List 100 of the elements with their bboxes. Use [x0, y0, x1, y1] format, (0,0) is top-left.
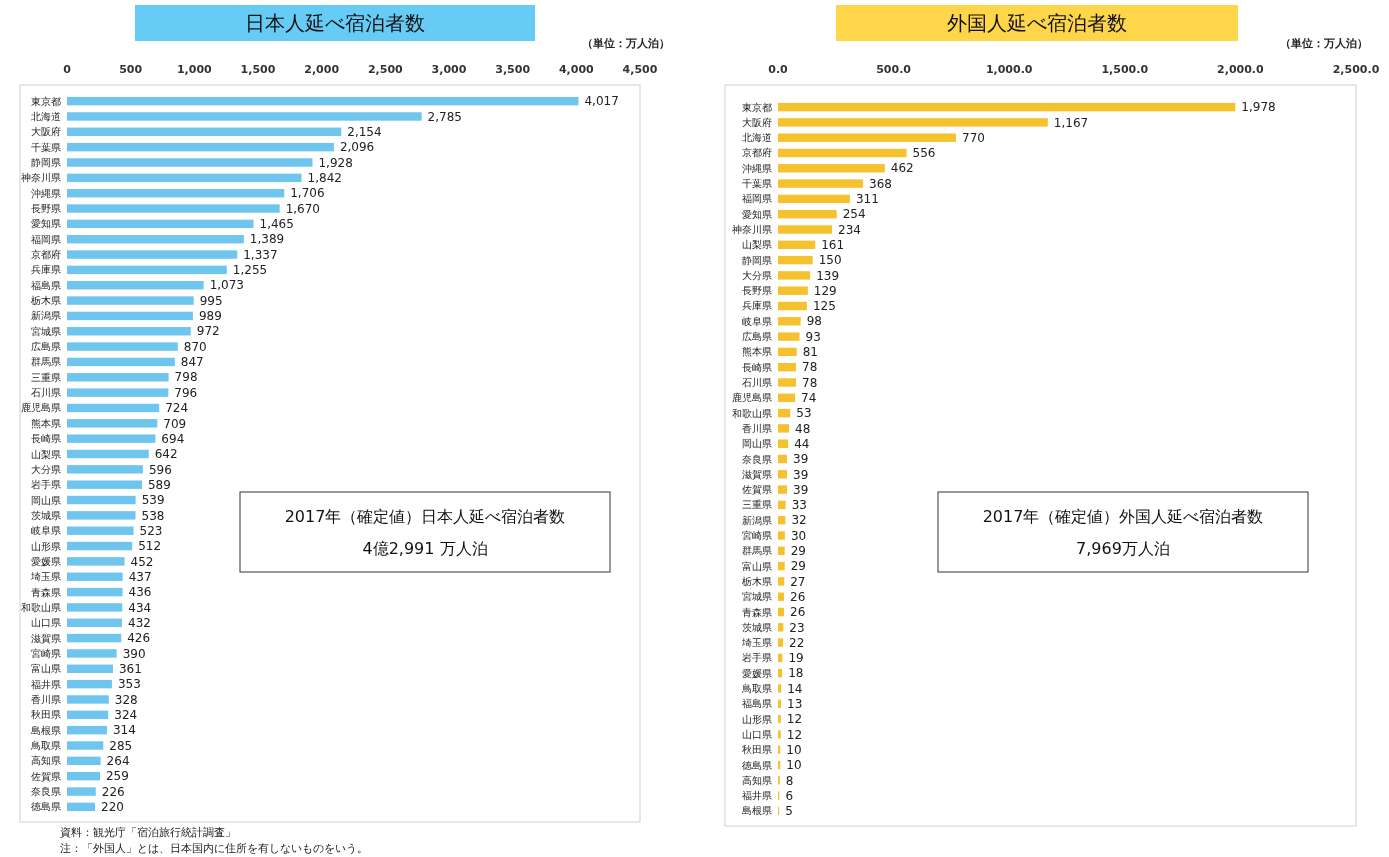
bar: [67, 112, 422, 121]
data-label: 13: [787, 697, 803, 712]
y-tick-label: 大阪府: [742, 116, 772, 128]
data-label: 596: [148, 462, 172, 477]
data-label: 1,167: [1053, 115, 1089, 130]
data-label: 1,978: [1241, 100, 1276, 115]
y-tick-label: 埼玉県: [741, 637, 772, 649]
y-tick-label: 兵庫県: [31, 264, 61, 276]
y-tick-label: 佐賀県: [31, 770, 61, 782]
bar: [67, 664, 113, 674]
data-label: 432: [128, 615, 151, 630]
y-tick-label: 愛知県: [31, 218, 61, 230]
y-tick-label: 鹿児島県: [732, 392, 772, 404]
y-tick-label: 秋田県: [742, 744, 772, 756]
x-tick-label: 1,000: [176, 63, 213, 76]
data-label: 234: [838, 222, 862, 237]
data-label: 523: [139, 523, 163, 538]
bar: [778, 669, 783, 678]
data-label: 32: [791, 513, 807, 528]
y-tick-label: 福井県: [31, 678, 61, 690]
data-label: 98: [806, 314, 822, 329]
data-label: 589: [148, 477, 171, 492]
y-tick-label: 富山県: [31, 663, 61, 675]
data-label: 6: [785, 788, 794, 803]
bar: [67, 449, 149, 459]
y-tick-label: 富山県: [742, 560, 772, 572]
y-tick-label: 鳥取県: [741, 683, 772, 694]
bar: [778, 745, 781, 754]
y-tick-label: 長野県: [742, 285, 772, 297]
data-label: 328: [114, 692, 138, 707]
data-label: 14: [787, 681, 803, 696]
bar: [778, 286, 808, 295]
data-label: 538: [141, 508, 165, 523]
bar: [67, 495, 136, 505]
y-tick-label: 新潟県: [31, 310, 61, 322]
y-tick-label: 奈良県: [742, 453, 772, 465]
x-tick-label: 500: [119, 63, 143, 76]
bar: [67, 173, 302, 183]
data-label: 709: [163, 416, 187, 431]
y-tick-label: 福島県: [742, 698, 772, 710]
y-tick-label: 東京都: [742, 101, 772, 113]
data-label: 770: [962, 130, 985, 145]
data-label: 129: [813, 283, 837, 298]
data-label: 27: [790, 574, 806, 589]
data-label: 426: [127, 631, 151, 646]
y-tick-label: 愛知県: [742, 208, 772, 220]
bar: [67, 741, 104, 750]
y-tick-label: 福井県: [742, 790, 772, 802]
y-tick-label: 北海道: [742, 132, 772, 144]
data-label: 995: [199, 293, 223, 308]
y-tick-label: 栃木県: [31, 295, 61, 307]
bar: [778, 408, 791, 418]
x-tick-label: 500.0: [876, 63, 912, 76]
data-label: 694: [161, 431, 185, 446]
bar: [778, 179, 864, 188]
data-label: 39: [793, 482, 809, 497]
data-label: 642: [154, 447, 178, 462]
y-tick-label: 鳥取県: [30, 740, 61, 752]
bar: [67, 710, 109, 720]
bar: [778, 378, 797, 387]
y-tick-label: 京都府: [742, 147, 772, 159]
y-tick-label: 愛媛県: [742, 667, 772, 679]
bar: [778, 271, 811, 280]
y-tick-label: 宮城県: [31, 325, 61, 337]
bar: [67, 265, 227, 275]
data-label: 1,465: [259, 217, 294, 232]
bar: [67, 587, 123, 597]
y-tick-label: 大分県: [742, 269, 772, 281]
y-tick-label: 大分県: [31, 463, 61, 475]
y-tick-label: 新潟県: [742, 514, 772, 526]
y-tick-label: 滋賀県: [31, 632, 61, 644]
y-tick-label: 秋田県: [31, 709, 61, 721]
bar: [67, 142, 334, 152]
data-label: 29: [790, 544, 806, 558]
text: 資料：観光庁「宿泊旅行統計調査」: [60, 826, 236, 839]
annotation: 2017年（確定値）日本人延べ宿泊者数: [284, 506, 566, 526]
data-label: 870: [183, 339, 207, 354]
bar: [67, 541, 133, 551]
data-label: 798: [174, 370, 198, 385]
bar: [778, 118, 1048, 127]
data-label: 12: [786, 727, 803, 742]
annotation: 2017年（確定値）外国人延べ宿泊者数: [982, 506, 1264, 526]
annotation: 4億2,991 万人泊: [362, 538, 488, 558]
y-tick-label: 青森県: [31, 586, 61, 598]
bar: [67, 127, 342, 137]
y-tick-label: 岐阜県: [31, 525, 61, 537]
data-label: 264: [106, 754, 130, 769]
data-label: 26: [790, 605, 806, 620]
bar: [778, 424, 790, 433]
y-tick-label: 埼玉県: [30, 571, 61, 583]
data-label: 1,073: [209, 278, 244, 293]
bar: [778, 485, 788, 494]
bar: [778, 332, 800, 341]
bar: [778, 317, 801, 326]
y-tick-label: 山形県: [31, 540, 61, 552]
chart-title: 外国人延べ宿泊者数: [947, 11, 1127, 35]
data-label: 23: [789, 620, 805, 635]
x-tick-label: 2,500: [367, 63, 404, 76]
data-label: 324: [114, 708, 138, 723]
x-tick-label: 3,000: [431, 63, 467, 76]
